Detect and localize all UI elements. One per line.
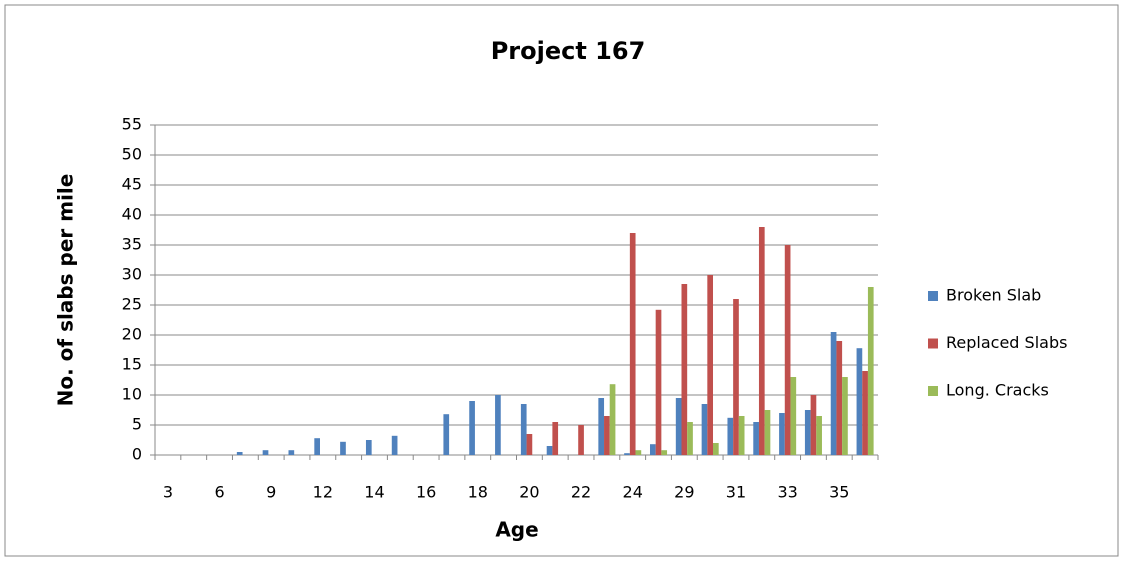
bar	[288, 450, 295, 455]
bar	[391, 435, 398, 455]
bar	[629, 233, 636, 455]
y-tick-label: 10	[122, 385, 142, 404]
bar	[727, 417, 734, 455]
bar	[604, 416, 610, 455]
y-tick-label: 5	[132, 415, 142, 434]
bar	[365, 440, 372, 455]
bar	[779, 413, 785, 455]
y-tick-label: 25	[122, 295, 142, 314]
bar	[495, 395, 501, 455]
y-tick-label: 30	[122, 265, 142, 284]
y-axis-label: No. of slabs per mile	[54, 174, 78, 407]
bar	[661, 450, 668, 455]
y-tick-label: 0	[132, 445, 142, 464]
bar	[578, 425, 584, 455]
bar	[842, 377, 848, 455]
bar	[856, 348, 863, 455]
chart-border	[4, 4, 1119, 557]
bar	[624, 453, 630, 455]
legend-label: Long. Cracks	[946, 381, 1049, 400]
y-tick-label: 40	[122, 205, 142, 224]
x-tick-label: 31	[726, 483, 746, 502]
y-tick-label: 20	[122, 325, 142, 344]
x-tick-label: 9	[266, 483, 276, 502]
bar	[867, 287, 874, 455]
bar	[314, 438, 320, 455]
bar	[862, 371, 868, 455]
y-tick-label: 50	[122, 145, 142, 164]
x-tick-label: 35	[829, 483, 849, 502]
bar	[816, 416, 822, 455]
y-tick-label: 35	[122, 235, 142, 254]
bar	[546, 446, 553, 455]
y-tick-label: 15	[122, 355, 142, 374]
bar	[830, 332, 837, 455]
bar	[804, 410, 811, 455]
x-tick-label: 14	[364, 483, 384, 502]
x-axis-label: Age	[495, 518, 538, 542]
bar	[764, 410, 771, 455]
bar	[598, 398, 605, 455]
x-tick-label: 3	[163, 483, 173, 502]
bar	[713, 443, 719, 455]
bar	[687, 422, 693, 455]
bar	[784, 245, 791, 455]
x-tick-label: 24	[623, 483, 643, 502]
bar	[520, 404, 527, 455]
bar	[675, 398, 682, 455]
bar	[738, 416, 745, 455]
bar	[443, 414, 450, 455]
bar	[340, 441, 346, 455]
bar	[681, 284, 688, 455]
bar	[526, 434, 533, 455]
bar	[552, 422, 559, 455]
legend-swatch	[928, 386, 938, 396]
bar	[609, 384, 616, 455]
bar	[649, 444, 656, 455]
x-tick-label: 6	[214, 483, 224, 502]
bar	[655, 309, 662, 455]
x-tick-label: 16	[416, 483, 436, 502]
x-tick-label: 18	[468, 483, 488, 502]
bar	[790, 377, 797, 455]
bar	[701, 404, 708, 455]
x-tick-label: 12	[313, 483, 333, 502]
legend-label: Broken Slab	[946, 286, 1041, 305]
bar	[236, 452, 243, 455]
bar	[469, 401, 475, 455]
bar	[753, 422, 759, 455]
bar	[758, 227, 765, 455]
legend-label: Replaced Slabs	[946, 333, 1067, 352]
x-tick-label: 29	[674, 483, 694, 502]
bar	[836, 341, 843, 455]
bar	[733, 299, 739, 455]
bar	[810, 395, 817, 455]
bar	[707, 275, 714, 455]
y-tick-label: 55	[122, 115, 142, 134]
x-tick-label: 20	[519, 483, 539, 502]
bar	[262, 450, 269, 455]
x-tick-label: 22	[571, 483, 591, 502]
y-tick-label: 45	[122, 175, 142, 194]
legend-swatch	[928, 291, 938, 301]
x-tick-label: 33	[777, 483, 797, 502]
bar	[635, 450, 642, 455]
legend-swatch	[928, 338, 938, 349]
chart-title: Project 167	[491, 37, 646, 65]
